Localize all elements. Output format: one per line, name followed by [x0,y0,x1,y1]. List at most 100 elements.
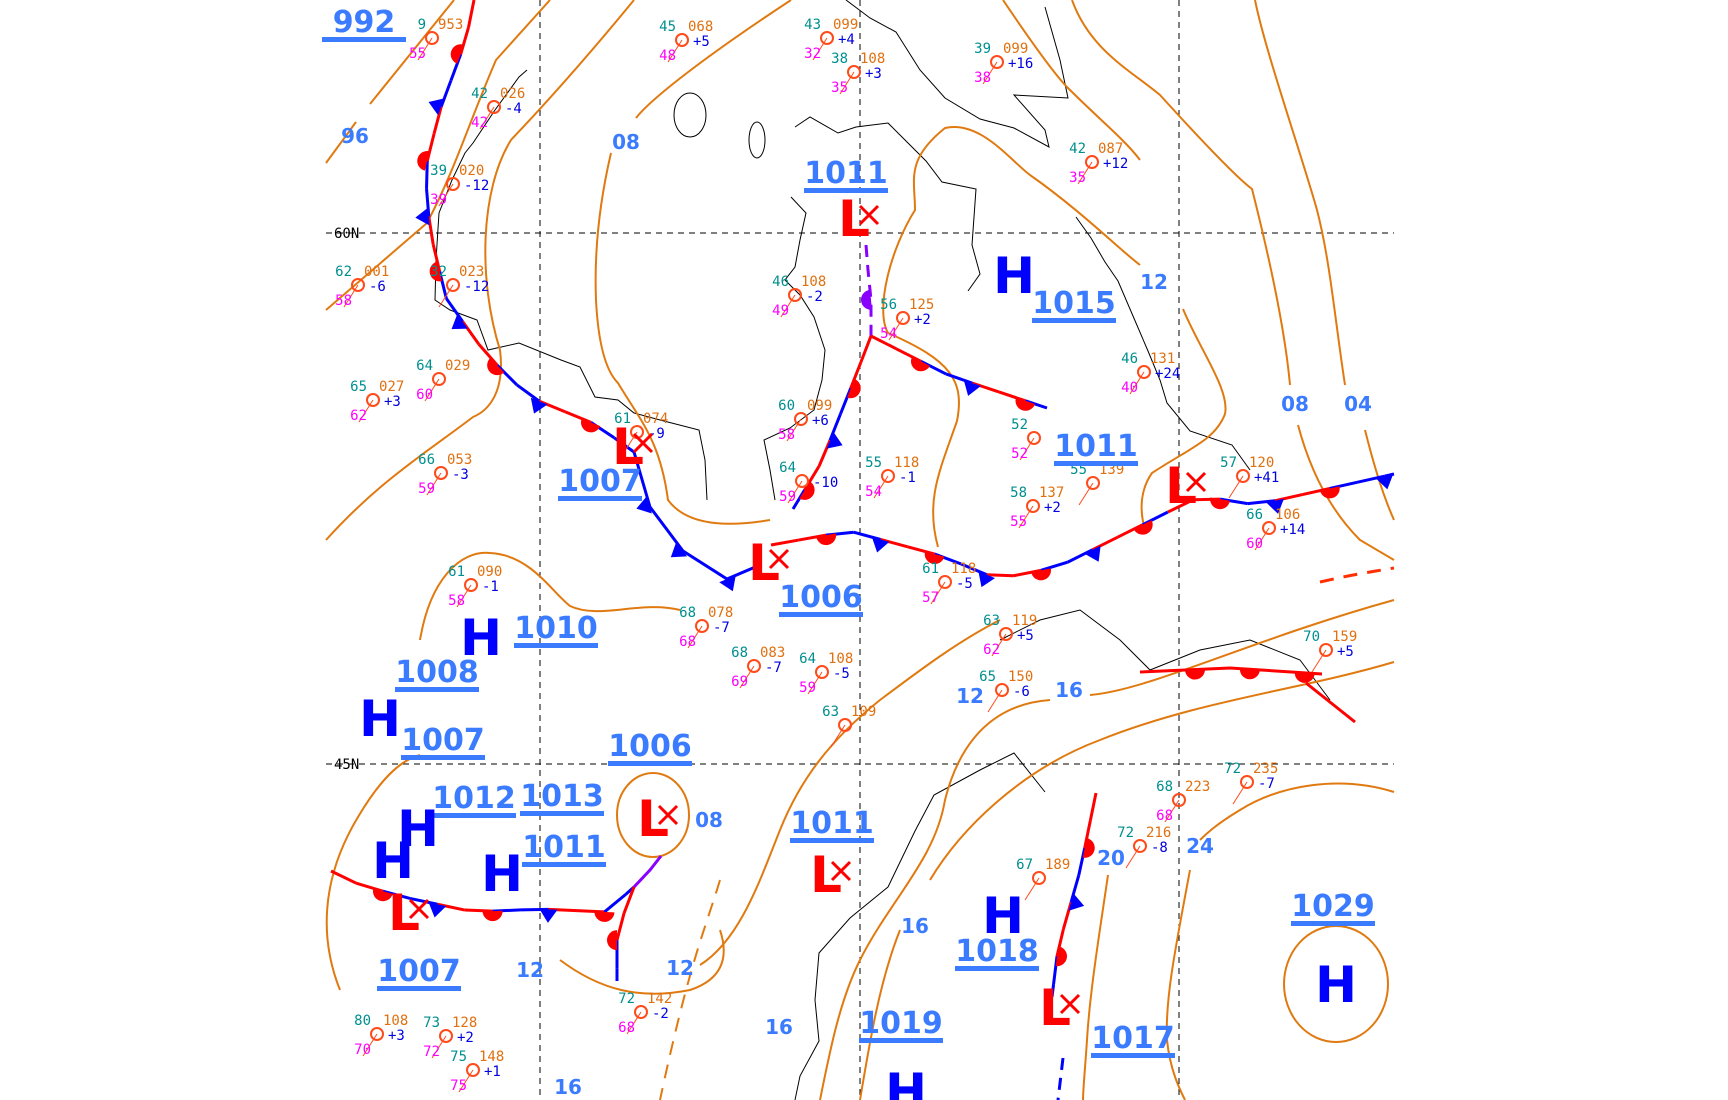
stationary-front-segment [907,545,936,556]
cold-front-triangle [415,207,430,226]
wind-barb-icon [417,37,433,61]
station-dewpoint: 69 [731,674,748,690]
stationary-front-segment [986,573,1014,578]
warm-front-semicircle [487,358,505,376]
warm-front-semicircle [1294,672,1315,683]
pressure-label-underline [432,813,516,818]
warm-front-semicircle [799,481,815,500]
station-plot: 68 223 68 [1156,779,1210,824]
cold-front-triangle [451,313,468,330]
station-plot: 39 099+16 38 [974,41,1033,86]
stationary-front-segment [355,881,384,893]
station-temperature: 46 [772,274,789,290]
pressure-label: 1019 [859,1006,943,1041]
isobar [859,661,1395,1100]
station-dewpoint: 68 [1156,808,1173,824]
station-temperature: 55 [865,455,882,471]
wind-barb-icon [807,671,823,695]
station-pressure-tendency: +6 [812,413,829,429]
isobar [325,754,421,991]
station-circle-icon [820,31,834,45]
station-temperature: 61 [614,411,631,427]
station-dewpoint: 39 [430,192,447,208]
pressure-label-underline [1091,1053,1175,1058]
station-pressure: 118 [894,455,919,471]
isobar [819,599,1395,1100]
station-plot: 38 108+3 35 [831,51,885,96]
station-plot: 72 216-8 [1117,825,1171,869]
isobar-label: 16 [765,1015,793,1039]
station-temperature: 58 [1010,485,1027,501]
stationary-front-segment [425,188,431,217]
station-temperature: 68 [1156,779,1173,795]
stationary-front-segment [516,383,541,403]
warm-front-semicircle [450,44,465,64]
ungava-coast [794,116,981,292]
fronts [330,0,1395,1100]
wind-barb-icon [786,418,802,442]
station-pressure-tendency: +5 [1017,628,1034,644]
cold-front-line [1056,1057,1065,1100]
wind-barb-icon [1077,161,1093,185]
station-pressure: 235 [1253,761,1278,777]
pressure-label: 1012 [432,781,516,816]
station-plot: 42 026-4 42 [471,86,525,131]
warm-front-semicircle [1055,946,1067,967]
stationary-front-segment [828,413,842,441]
station-plot: 56 125+2 54 [880,297,934,342]
station-circle-icon [425,31,439,45]
warm-front-semicircle [1015,397,1035,411]
isobars [325,0,1395,1100]
wind-barb-icon [358,399,374,423]
station-temperature: 72 [1117,825,1134,841]
station-plot: 64 029 60 [416,358,470,403]
station-plot: 58 137+2 55 [1010,485,1064,530]
isobar [882,125,1227,548]
pressure-label: 1018 [955,934,1039,969]
station-dewpoint: 58 [335,293,352,309]
station-pressure-tendency: +41 [1254,470,1279,486]
station-dewpoint: 54 [880,326,897,342]
pressure-label-underline [558,496,642,501]
wind-barb-icon [982,61,998,85]
baffin-coast [845,0,1069,148]
station-pressure-tendency: -1 [482,579,499,595]
isobar-label: 08 [1281,392,1309,416]
station-dewpoint: 60 [416,387,433,403]
station-pressure: 118 [951,561,976,577]
isobar-label: 16 [554,1075,582,1099]
high-pressure-center: H [885,1063,927,1100]
warm-front-semicircle [580,418,601,433]
wind-barb-icon [1164,799,1180,823]
station-circle-icon [847,65,861,79]
warm-front-semicircle [1239,668,1260,680]
station-plot: 72 142-2 68 [618,991,672,1036]
station-temperature: 64 [779,460,796,476]
warm-front-semicircle [594,911,615,922]
wind-barb-icon [343,284,359,308]
isobar [616,772,690,858]
wind-barb-icon [1019,437,1035,461]
station-dewpoint: 38 [974,70,991,86]
wind-barb-icon [458,1069,474,1093]
pressure-label-underline [1291,921,1375,926]
pressure-label: 1006 [608,729,692,764]
station-dewpoint: 58 [778,427,795,443]
station-pressure: 090 [477,564,502,580]
station-circle-icon [432,372,446,386]
station-pressure-tendency: -2 [806,289,823,305]
station-temperature: 42 [471,86,488,102]
cold-front-triangle [428,98,445,116]
gulf-stlawrence-coast [999,609,1331,701]
wind-barb-icon [1129,371,1145,395]
station-circle-icon [695,619,709,633]
stationary-front-segment [838,387,853,415]
station-pressure: 131 [1150,351,1175,367]
stationary-front-segment [431,243,442,272]
station-circle-icon [1262,521,1276,535]
station-plot: 46 131+24 40 [1121,351,1180,396]
isobar-label: 08 [695,808,723,832]
station-circle-icon [446,177,460,191]
wind-barb-icon [431,1035,447,1059]
